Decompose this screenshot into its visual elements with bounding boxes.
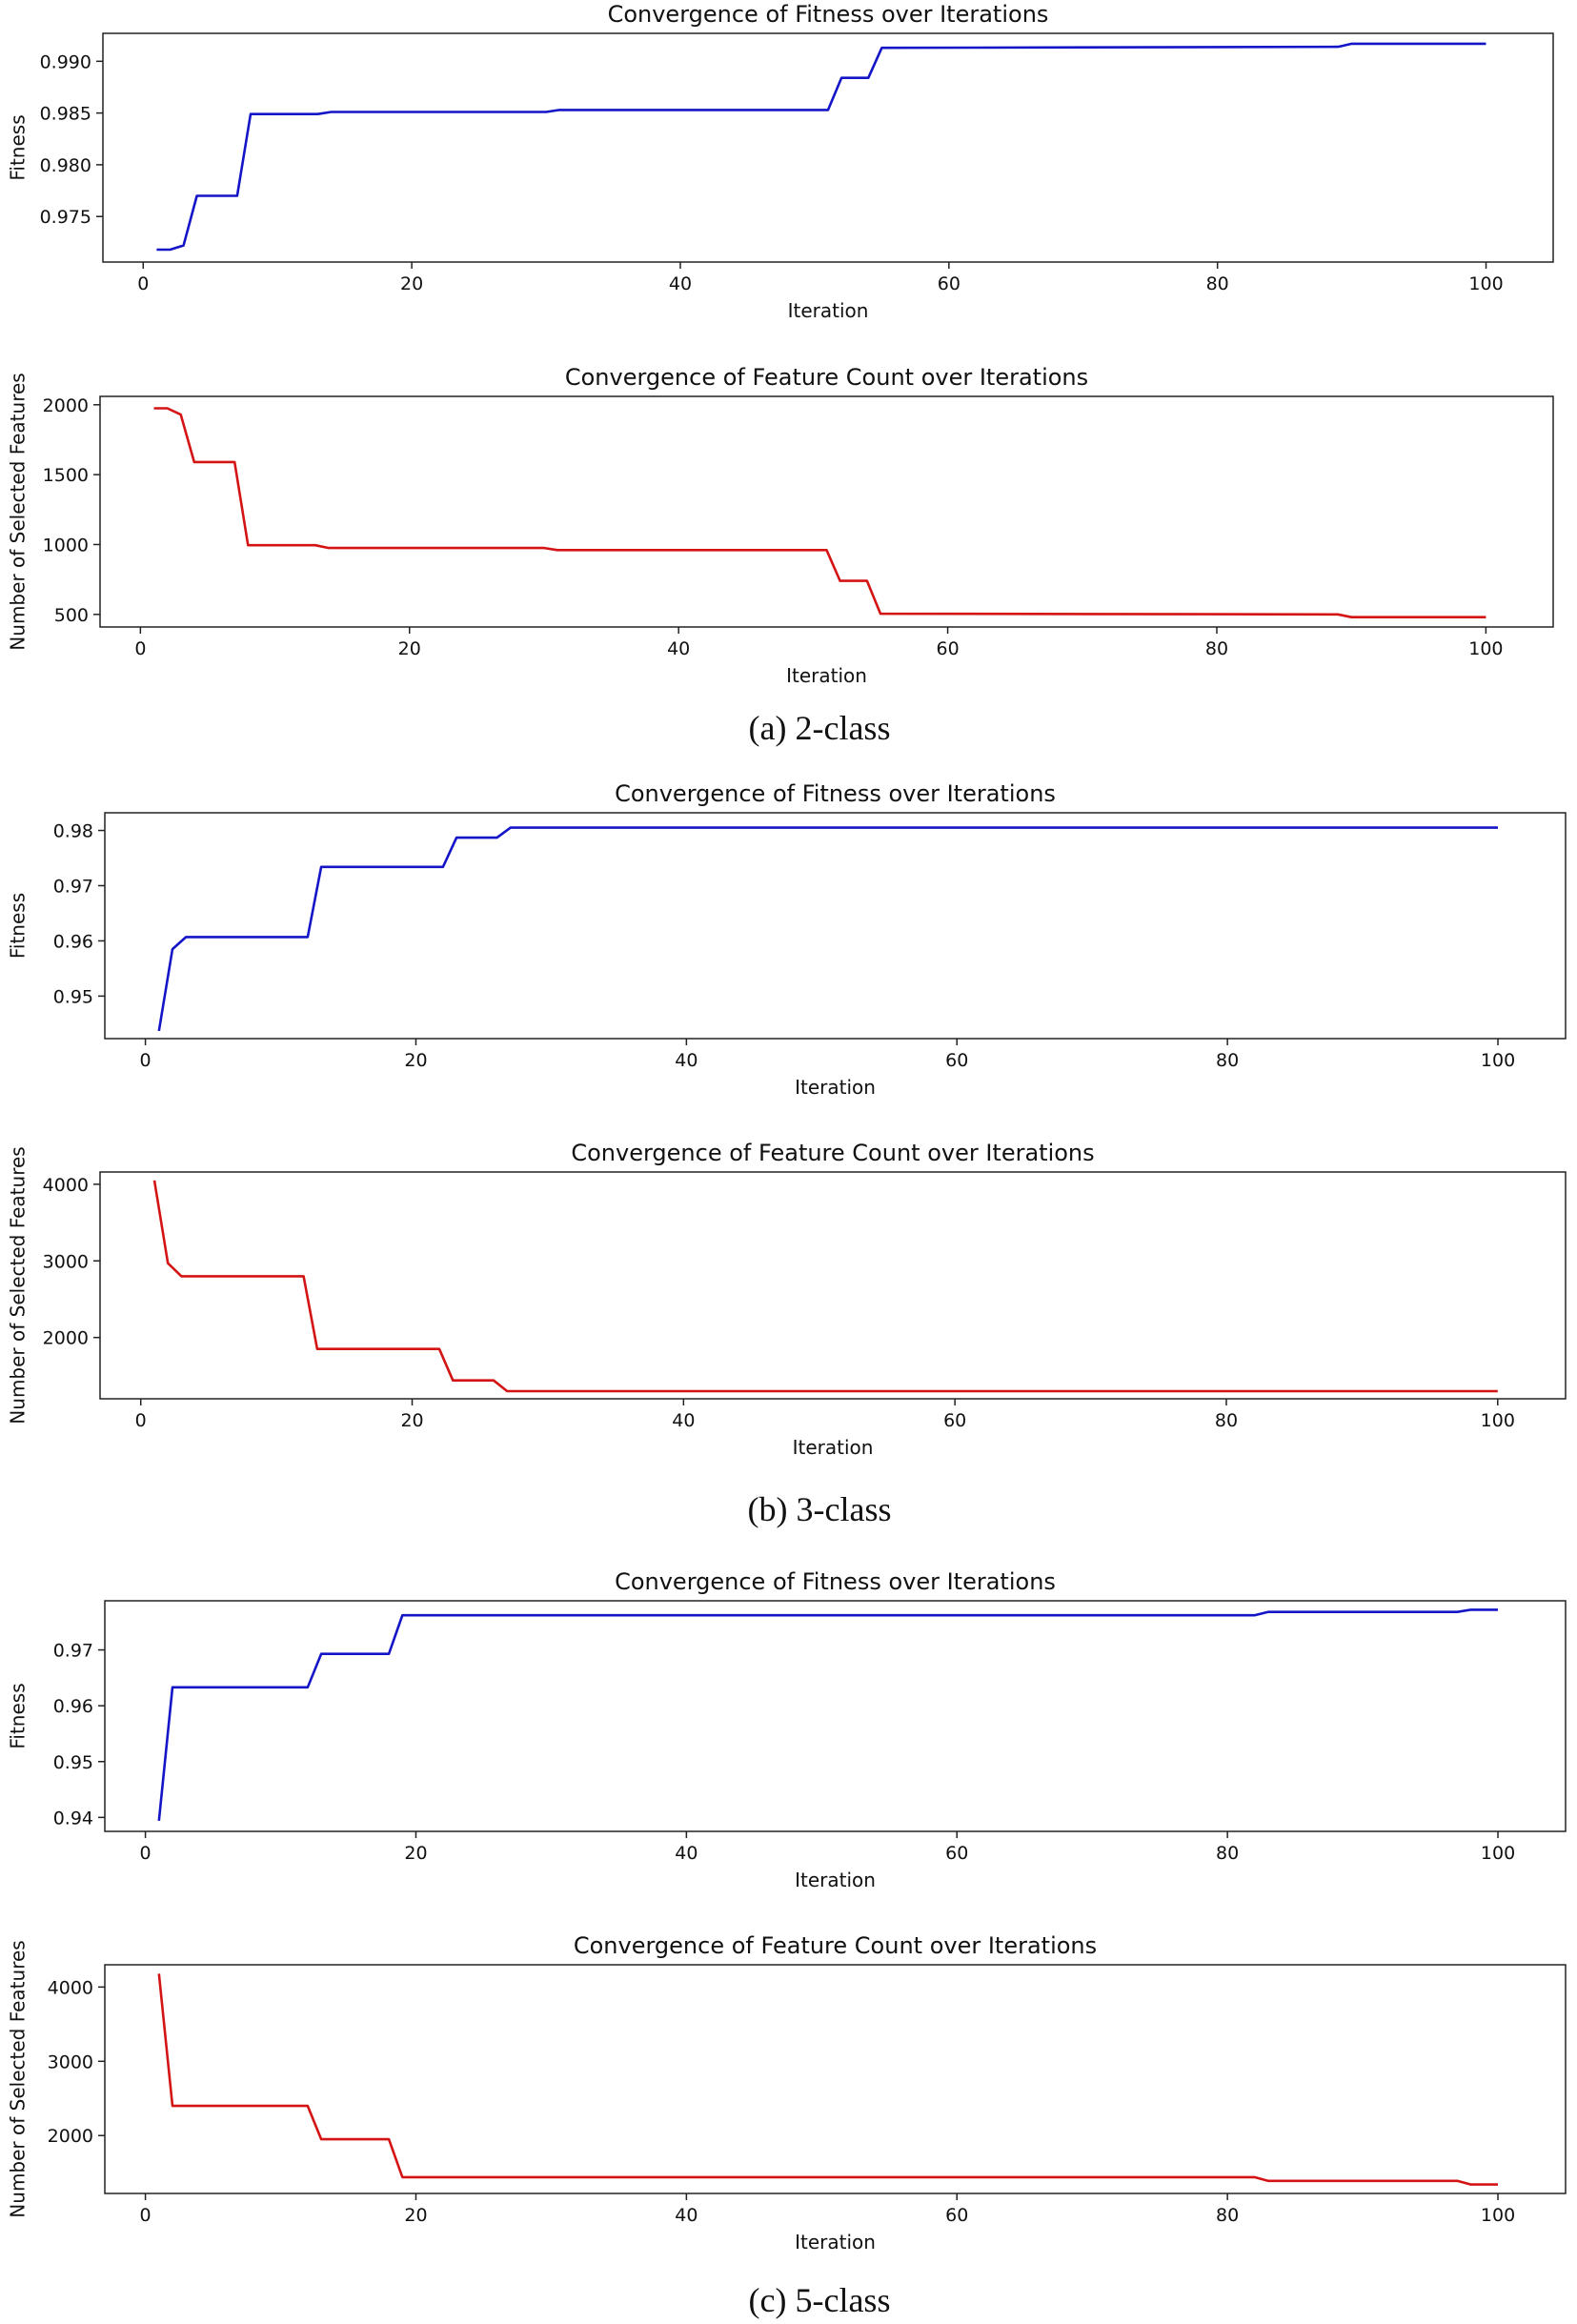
y-tick-label: 0.95 [53,986,93,1007]
x-tick-label: 60 [945,1050,968,1071]
series-line [153,407,1486,618]
x-tick-label: 80 [1215,1410,1238,1431]
x-tick-label: 60 [938,273,960,294]
chart-panel-1: 0 20 40 60 80 100 0.975 0.980 0.985 0.990 Converge… [7,1,1554,322]
series-line [156,42,1486,252]
x-tick-label: 0 [140,2205,152,2226]
x-tick-label: 20 [404,2205,427,2226]
chart-panel-5: 0 20 40 60 80 100 0.94 0.95 0.96 0.97 Convergence … [7,1568,1567,1891]
y-tick-label: 0.990 [40,51,91,72]
x-tick-label: 60 [943,1410,966,1431]
y-tick-label: 2000 [43,1328,89,1349]
y-tick-label: 0.975 [40,207,91,228]
x-tick-label: 100 [1481,2205,1515,2226]
x-tick-label: 80 [1206,273,1229,294]
x-tick-label: 40 [669,273,692,294]
y-axis-label: Number of Selected Features [7,373,30,650]
caption-2-class: (a) 2-class [749,709,891,747]
x-tick-label: 40 [667,638,690,659]
x-tick-label: 20 [404,1050,427,1071]
chart-panel-3: 0 20 40 60 80 100 0.95 0.96 0.97 0.98 Convergence … [7,780,1567,1099]
x-tick-label: 80 [1216,1843,1239,1864]
y-tick-label: 1500 [43,465,89,486]
x-axis-label: Iteration [786,664,867,687]
plot-frame [104,1964,1567,2194]
x-tick-label: 80 [1216,1050,1239,1071]
y-axis-label: Number of Selected Features [7,1146,30,1424]
x-tick-label: 100 [1468,273,1503,294]
x-tick-label: 20 [400,1410,423,1431]
y-tick-label: 0.985 [40,104,91,125]
x-tick-label: 80 [1205,638,1228,659]
chart-title: Convergence of Fitness over Iterations [615,780,1056,807]
chart-title: Convergence of Feature Count over Iterat… [565,364,1088,391]
plot-frame [102,32,1554,263]
x-tick-label: 60 [945,2205,968,2226]
x-axis-label: Iteration [795,2231,876,2253]
x-tick-label: 60 [936,638,959,659]
x-tick-label: 40 [672,1410,695,1431]
y-tick-label: 0.96 [53,931,93,952]
y-axis-label: Fitness [7,1683,30,1748]
y-tick-label: 500 [54,605,89,626]
x-tick-label: 0 [135,1410,147,1431]
y-tick-label: 2000 [43,395,89,416]
chart-title: Convergence of Feature Count over Iterat… [574,1932,1097,1959]
y-tick-label: 0.97 [53,1641,93,1662]
chart-title: Convergence of Fitness over Iterations [608,1,1049,28]
plot-frame [99,1171,1567,1400]
x-axis-label: Iteration [795,1076,876,1099]
x-tick-label: 20 [404,1843,427,1864]
x-tick-label: 100 [1481,1843,1515,1864]
chart-title: Convergence of Fitness over Iterations [615,1568,1056,1595]
x-axis-label: Iteration [795,1869,876,1891]
series-line [157,1973,1498,2186]
x-axis-label: Iteration [793,1436,874,1459]
caption-5-class: (c) 5-class [749,2281,891,2319]
y-tick-label: 4000 [43,1175,89,1196]
y-axis-label: Fitness [7,893,30,959]
x-tick-label: 80 [1216,2205,1239,2226]
y-tick-label: 0.94 [53,1808,93,1829]
y-axis-label: Number of Selected Features [7,1940,30,2217]
y-tick-label: 0.97 [53,876,93,897]
y-tick-label: 1000 [43,535,89,556]
x-tick-label: 40 [675,2205,698,2226]
x-tick-label: 20 [400,273,423,294]
y-tick-label: 0.95 [53,1752,93,1773]
x-tick-label: 0 [140,1050,152,1071]
x-tick-label: 40 [675,1050,698,1071]
y-tick-label: 2000 [48,2126,93,2147]
y-tick-label: 3000 [48,2051,93,2072]
series-line [157,1608,1498,1822]
x-tick-label: 100 [1481,1410,1515,1431]
y-tick-label: 0.980 [40,155,91,176]
caption-3-class: (b) 3-class [748,1490,892,1528]
series-line [152,1180,1498,1393]
x-tick-label: 20 [398,638,421,659]
x-tick-label: 0 [134,638,146,659]
y-tick-label: 0.96 [53,1696,93,1717]
series-line [157,826,1498,1032]
y-tick-label: 3000 [43,1251,89,1272]
y-tick-label: 0.98 [53,821,93,842]
x-tick-label: 40 [675,1843,698,1864]
plot-frame [99,395,1554,628]
x-tick-label: 0 [137,273,149,294]
x-tick-label: 0 [140,1843,152,1864]
x-axis-label: Iteration [788,299,869,322]
plot-frame [104,1600,1567,1832]
chart-panel-2: 0 20 40 60 80 100 500 1000 1500 2000 Convergence o… [7,364,1554,687]
x-tick-label: 100 [1481,1050,1515,1071]
chart-panel-4: 0 20 40 60 80 100 2000 3000 4000 Convergence of F… [7,1140,1567,1459]
plot-frame [104,812,1567,1040]
x-tick-label: 100 [1468,638,1503,659]
chart-panel-6: 0 20 40 60 80 100 2000 3000 4000 Convergence of F… [7,1932,1567,2253]
chart-title: Convergence of Feature Count over Iterat… [571,1140,1094,1166]
y-axis-label: Fitness [7,114,30,180]
x-tick-label: 60 [945,1843,968,1864]
y-tick-label: 4000 [48,1977,93,1998]
